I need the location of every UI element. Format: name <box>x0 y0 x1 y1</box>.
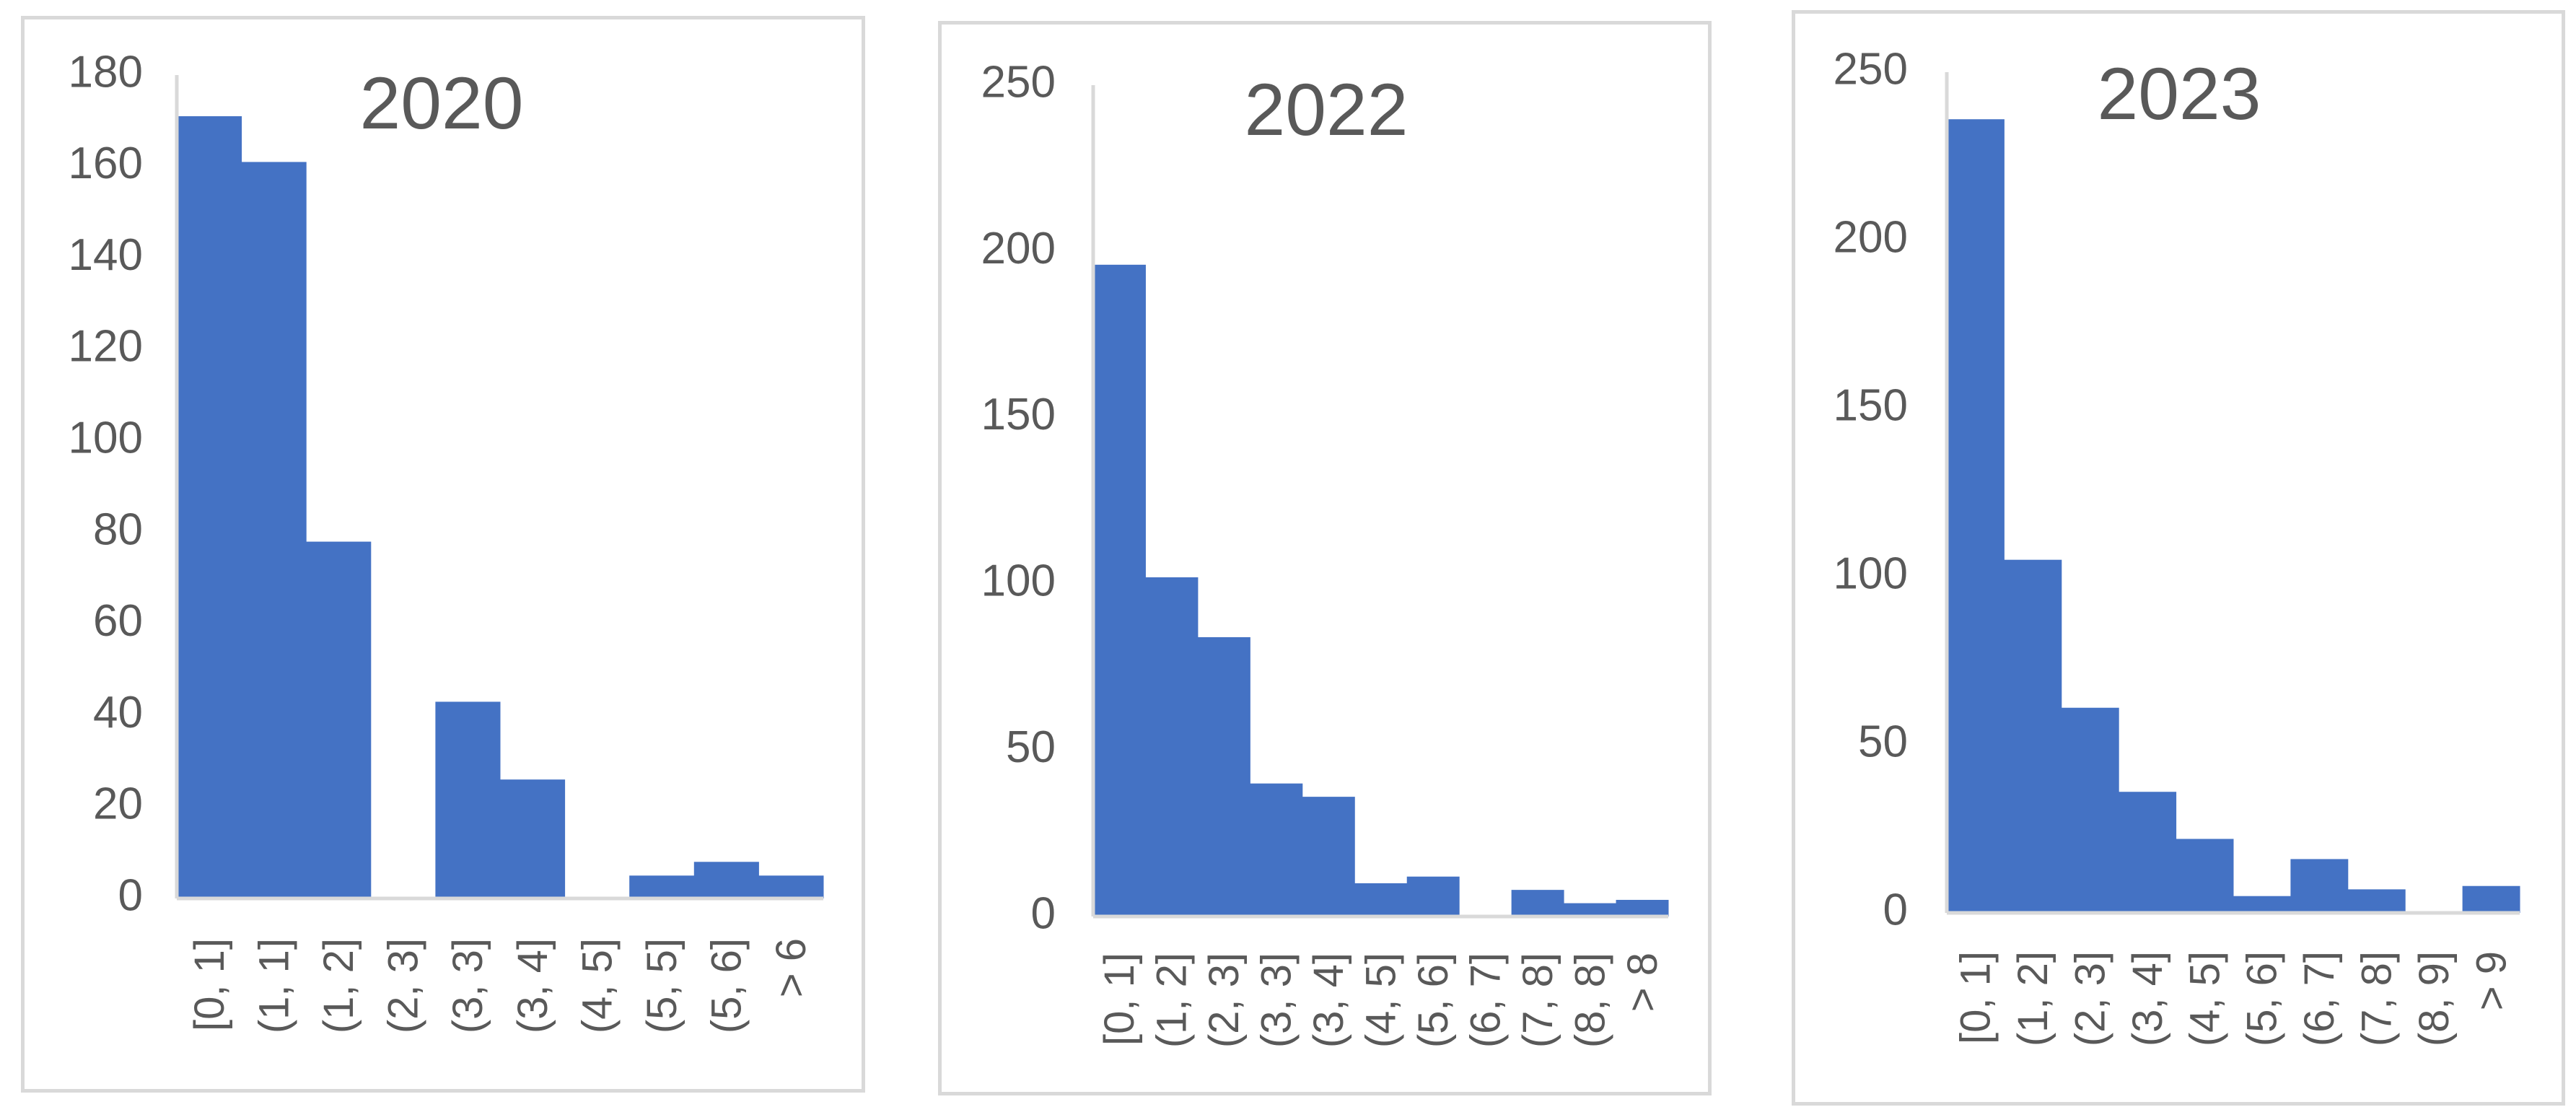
x-category-label: > 8 <box>1619 953 1666 1012</box>
x-category-label: (8, 9] <box>2411 951 2458 1046</box>
x-category-label: (2, 3] <box>1201 953 1248 1048</box>
y-tick-label: 100 <box>69 413 143 463</box>
chart-panel-2023 <box>1792 10 2565 1106</box>
bar <box>2233 896 2291 913</box>
x-category-label: [0, 1] <box>186 938 233 1031</box>
bar <box>1511 890 1564 916</box>
x-category-label: (5, 6] <box>1410 953 1457 1048</box>
chart-title: 2023 <box>2098 53 2261 135</box>
bar <box>1093 264 1146 916</box>
x-category-label: (4, 5] <box>2181 951 2228 1046</box>
y-tick-label: 100 <box>1834 548 1908 598</box>
bar <box>1197 636 1250 916</box>
bar <box>2176 839 2234 913</box>
x-category-label: (8, 8] <box>1567 953 1613 1048</box>
bar <box>2061 707 2119 913</box>
y-tick-label: 160 <box>69 139 143 188</box>
x-category-label: (2, 3] <box>380 938 427 1033</box>
x-category-label: (1, 2] <box>1149 953 1196 1048</box>
x-category-label: (7, 8] <box>2354 951 2401 1046</box>
x-category-label: (6, 7] <box>1462 953 1509 1048</box>
x-category-label: [0, 1] <box>1096 953 1143 1046</box>
y-tick-label: 60 <box>93 596 143 646</box>
bar <box>2119 792 2177 913</box>
bar <box>177 116 242 898</box>
y-tick-label: 80 <box>93 504 143 554</box>
chart-2020: 2020 0 20 40 60 80 100 120 140 160 180 [0, 1] (1, 1]… <box>69 47 824 1033</box>
bar <box>1616 899 1669 916</box>
x-category-label: > 9 <box>2468 951 2515 1010</box>
bar <box>241 162 307 898</box>
bar <box>1354 883 1408 916</box>
bar <box>306 541 372 898</box>
x-category-label: [0, 1] <box>1953 951 1999 1044</box>
y-tick-label: 180 <box>69 47 143 97</box>
y-tick-label: 100 <box>981 556 1056 606</box>
bar <box>435 701 501 898</box>
bar <box>1145 577 1199 916</box>
y-tick-label: 200 <box>1834 212 1908 262</box>
bar <box>2347 889 2406 913</box>
y-tick-label: 0 <box>1883 885 1908 935</box>
bar <box>2290 859 2349 913</box>
y-tick-label: 150 <box>981 390 1056 439</box>
y-tick-label: 200 <box>981 224 1056 274</box>
x-category-label: (4, 5] <box>1358 953 1405 1048</box>
chart-title: 2020 <box>360 62 524 144</box>
bar <box>1564 903 1617 916</box>
x-category-label: (6, 7] <box>2296 951 2343 1046</box>
bar <box>1947 119 2005 914</box>
x-category-label: (1, 2] <box>2010 951 2056 1046</box>
y-tick-label: 0 <box>118 870 143 920</box>
bar <box>629 875 695 898</box>
chart-panel-2020 <box>21 16 865 1093</box>
y-tick-label: 20 <box>93 779 143 829</box>
bar <box>693 862 759 898</box>
x-category-label: (5, 5] <box>639 938 685 1033</box>
bar <box>2462 885 2520 913</box>
y-tick-label: 250 <box>981 57 1056 107</box>
y-tick-label: 0 <box>1031 888 1056 938</box>
x-category-label: (3, 3] <box>1253 953 1300 1048</box>
x-category-label: > 6 <box>768 938 815 997</box>
x-category-label: (1, 1] <box>250 938 297 1033</box>
y-tick-label: 250 <box>1834 44 1908 94</box>
x-category-label: (4, 5] <box>574 938 621 1033</box>
y-tick-label: 50 <box>1858 717 1908 766</box>
x-category-label: (7, 8] <box>1515 953 1561 1048</box>
x-category-label: (3, 3] <box>444 938 491 1033</box>
y-tick-label: 40 <box>93 688 143 738</box>
chart-title: 2022 <box>1245 69 1409 151</box>
y-tick-label: 140 <box>69 230 143 280</box>
bar <box>1250 783 1303 916</box>
x-category-label: (3, 4] <box>1305 953 1352 1048</box>
y-tick-label: 120 <box>69 322 143 372</box>
bar <box>758 875 824 898</box>
bar <box>1406 876 1460 916</box>
y-tick-label: 150 <box>1834 380 1908 430</box>
x-category-label: (5, 6] <box>2239 951 2286 1046</box>
x-category-label: (3, 4] <box>2124 951 2171 1046</box>
x-category-label: (1, 2] <box>315 938 362 1033</box>
x-category-label: (2, 3] <box>2067 951 2114 1046</box>
bar <box>1302 797 1355 916</box>
bar <box>500 779 566 898</box>
chart-2023: 2023 0 50 100 150 200 250 [0, 1] (1, 2] (2, 3] (3,… <box>1834 44 2520 1046</box>
bar <box>2004 559 2062 913</box>
x-category-label: (3, 4] <box>509 938 556 1033</box>
y-tick-label: 50 <box>1006 722 1056 772</box>
x-category-label: (5, 6] <box>704 938 750 1033</box>
